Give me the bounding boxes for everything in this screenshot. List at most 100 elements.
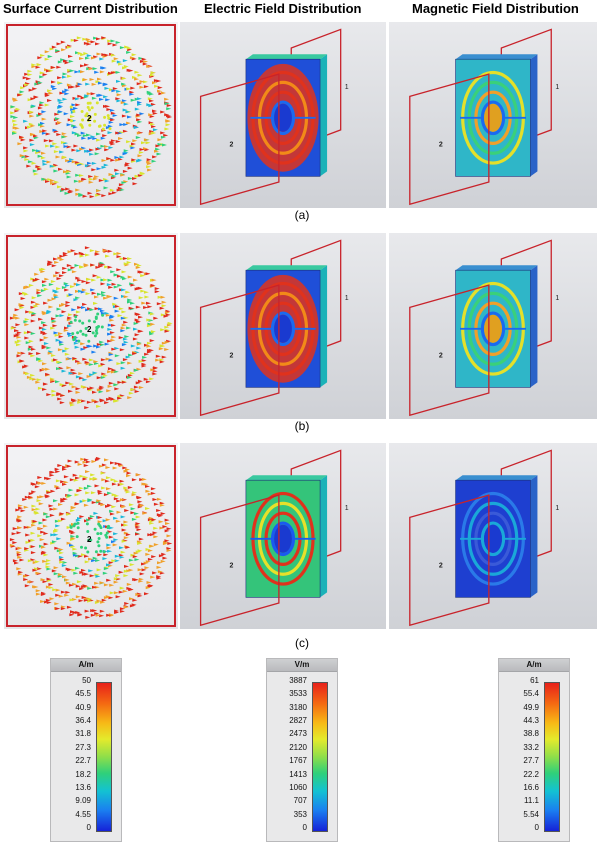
current-arrow bbox=[58, 340, 64, 344]
current-arrow bbox=[136, 495, 142, 499]
current-arrow bbox=[116, 499, 122, 503]
current-arrow bbox=[70, 119, 73, 123]
current-arrow bbox=[55, 314, 61, 318]
current-arrow bbox=[143, 138, 149, 142]
current-arrow bbox=[71, 148, 77, 152]
current-arrow bbox=[96, 52, 102, 56]
current-arrow bbox=[136, 342, 142, 346]
current-arrow bbox=[102, 134, 108, 138]
current-arrow bbox=[50, 354, 56, 357]
current-arrow bbox=[117, 380, 123, 384]
current-arrow bbox=[123, 469, 129, 473]
current-arrow bbox=[130, 98, 136, 102]
current-arrow bbox=[123, 149, 129, 153]
current-arrow bbox=[22, 76, 28, 80]
current-arrow bbox=[37, 527, 43, 530]
current-arrow bbox=[116, 79, 121, 83]
current-arrow bbox=[81, 118, 85, 122]
current-arrow bbox=[132, 139, 138, 143]
current-arrow bbox=[74, 315, 78, 319]
centre-patch bbox=[484, 524, 502, 553]
current-arrow bbox=[131, 53, 137, 57]
current-arrow bbox=[150, 368, 156, 372]
current-arrow bbox=[53, 150, 59, 154]
current-arrow bbox=[146, 318, 152, 322]
current-arrow bbox=[96, 540, 100, 544]
current-arrow bbox=[106, 114, 110, 118]
current-arrow bbox=[41, 131, 47, 135]
current-arrow bbox=[119, 609, 125, 613]
current-arrow bbox=[28, 492, 34, 496]
current-arrow bbox=[49, 507, 55, 511]
current-arrow bbox=[88, 123, 92, 127]
current-arrow bbox=[77, 400, 83, 404]
current-arrow bbox=[96, 568, 102, 572]
current-arrow bbox=[150, 575, 156, 579]
current-arrow bbox=[66, 145, 72, 149]
current-arrow bbox=[15, 316, 21, 320]
current-arrow bbox=[24, 72, 30, 76]
current-arrow bbox=[95, 331, 99, 335]
current-arrow bbox=[85, 460, 91, 464]
current-arrow bbox=[150, 533, 155, 537]
current-arrow bbox=[79, 57, 84, 60]
current-arrow bbox=[160, 295, 166, 299]
current-arrow bbox=[88, 108, 91, 112]
current-arrow bbox=[13, 116, 19, 119]
current-arrow bbox=[121, 380, 127, 384]
current-arrow bbox=[14, 308, 20, 312]
current-arrow bbox=[108, 358, 114, 362]
current-arrow bbox=[75, 375, 81, 379]
current-arrow bbox=[78, 599, 84, 603]
current-arrow bbox=[116, 362, 122, 366]
current-arrow bbox=[84, 546, 88, 550]
current-arrow bbox=[161, 91, 166, 95]
current-arrow bbox=[103, 278, 109, 282]
current-arrow bbox=[63, 145, 69, 148]
current-arrow bbox=[88, 557, 93, 561]
current-arrow bbox=[16, 553, 22, 557]
current-arrow bbox=[60, 480, 66, 484]
current-arrow bbox=[75, 387, 81, 391]
current-arrow bbox=[164, 539, 170, 543]
current-arrow bbox=[17, 515, 23, 519]
current-arrow bbox=[134, 318, 140, 322]
current-arrow bbox=[56, 360, 62, 364]
current-arrow bbox=[58, 167, 63, 171]
current-arrow bbox=[150, 102, 156, 106]
current-arrow bbox=[24, 285, 30, 289]
current-panel: 2 bbox=[4, 22, 178, 208]
current-arrow bbox=[158, 520, 164, 524]
legend-tick-label: 0 bbox=[302, 823, 307, 832]
current-arrow bbox=[139, 85, 145, 89]
current-arrow bbox=[62, 155, 68, 159]
current-arrow bbox=[102, 374, 108, 378]
current-arrow bbox=[126, 46, 132, 50]
current-arrow bbox=[124, 163, 130, 167]
current-arrow bbox=[25, 341, 31, 345]
current-arrow bbox=[106, 157, 112, 161]
current-arrow bbox=[154, 149, 159, 153]
current-arrow bbox=[92, 67, 98, 71]
current-arrow bbox=[123, 123, 129, 126]
current-arrow bbox=[113, 532, 119, 536]
current-arrow bbox=[113, 399, 119, 403]
current-arrow bbox=[85, 82, 91, 86]
current-arrow bbox=[60, 58, 66, 62]
current-arrow bbox=[125, 355, 131, 359]
current-arrow bbox=[160, 313, 166, 317]
current-arrow bbox=[127, 373, 133, 377]
current-arrow bbox=[17, 504, 23, 508]
current-arrow bbox=[19, 154, 25, 158]
current-arrow bbox=[82, 302, 88, 306]
current-arrow bbox=[90, 288, 96, 292]
current-arrow bbox=[97, 553, 103, 557]
current-arrow bbox=[38, 123, 44, 127]
current-arrow bbox=[102, 550, 106, 554]
current-arrow bbox=[130, 301, 135, 305]
current-arrow bbox=[20, 297, 26, 300]
current-arrow bbox=[165, 522, 170, 525]
current-arrow bbox=[104, 401, 110, 405]
current-arrow bbox=[47, 351, 53, 355]
current-arrow bbox=[92, 476, 98, 480]
